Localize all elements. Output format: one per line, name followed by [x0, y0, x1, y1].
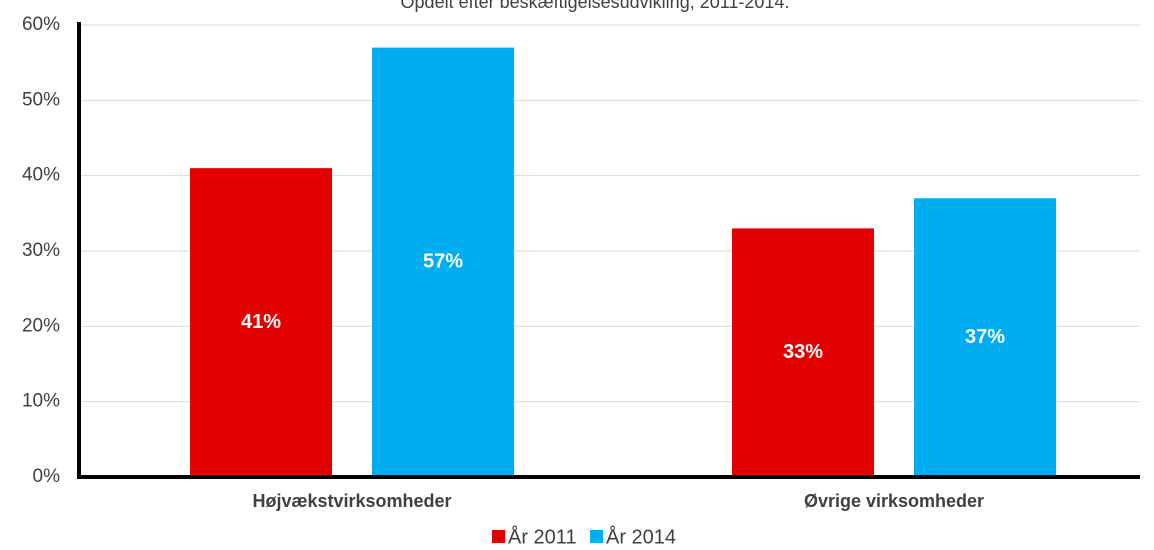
chart-subtitle: Opdelt efter beskæftigelsesudvikling, 20…: [401, 0, 790, 12]
bar: [372, 47, 514, 477]
x-tick-label: Højvækstvirksomheder: [252, 491, 451, 511]
value-label: 41%: [241, 311, 281, 333]
y-tick-label: 0%: [33, 466, 61, 487]
x-tick-label: Øvrige virksomheder: [804, 491, 984, 511]
value-label: 37%: [965, 326, 1005, 348]
y-tick-label: 50%: [22, 89, 60, 110]
legend-swatch: [590, 530, 603, 543]
bar: [732, 228, 874, 477]
y-tick-label: 40%: [22, 165, 60, 186]
legend-label: År 2014: [606, 525, 676, 548]
bar: [190, 168, 332, 477]
y-tick-label: 30%: [22, 240, 60, 261]
y-tick-label: 20%: [22, 315, 60, 336]
y-tick-label: 10%: [22, 391, 60, 412]
value-label: 33%: [783, 341, 823, 363]
legend-swatch: [492, 530, 505, 543]
bar: [914, 198, 1056, 477]
value-label: 57%: [423, 251, 463, 273]
legend-label: År 2011: [508, 525, 577, 548]
y-tick-label: 60%: [22, 14, 60, 35]
